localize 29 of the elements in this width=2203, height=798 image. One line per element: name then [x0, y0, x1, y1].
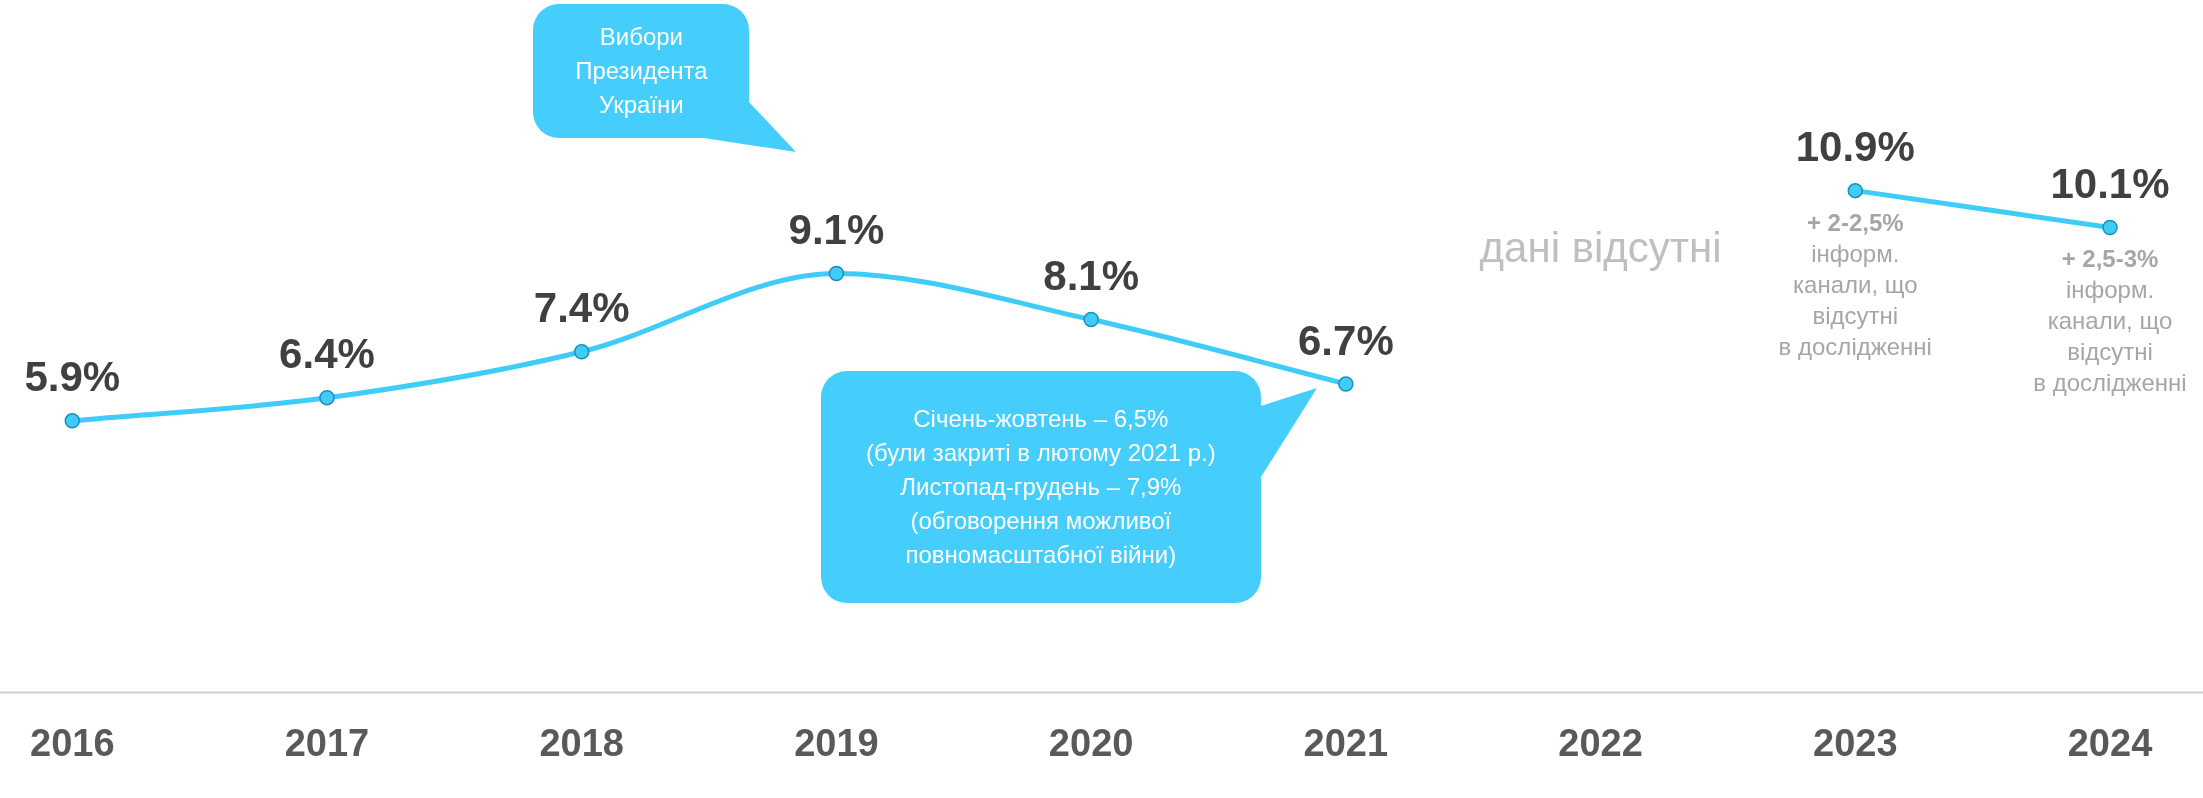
point: [828, 265, 845, 282]
data-label: 9.1%: [788, 206, 885, 254]
data-label: 10.1%: [2050, 160, 2170, 208]
point: [319, 390, 335, 406]
annotation: + 2-2,5% інформ. канали, що відсутні в дослідженні: [1778, 207, 1932, 362]
point: [573, 344, 590, 360]
data-label: 6.4%: [279, 330, 375, 378]
point: [2102, 219, 2118, 236]
point: [1083, 311, 1099, 328]
data-label: 8.1%: [1043, 252, 1139, 300]
annotation: + 2,5-3% інформ. канали, що відсутні в дослідженні: [2033, 244, 2187, 399]
x-tick-label: 2021: [1303, 721, 1389, 764]
point: [1338, 376, 1354, 392]
annotation: Січень-жовтень – 6,5% (були закриті в лютому 2021 р.) Листопад-грудень – 7,9% (обговорення можливої повномасштабної війни): [864, 403, 1217, 570]
x-tick-label: 2017: [284, 721, 370, 764]
annotation: дані відсутні: [1479, 224, 1722, 272]
data-label: 5.9%: [24, 353, 121, 401]
data-label: 6.7%: [1297, 316, 1394, 364]
x-tick-label: 2019: [794, 721, 879, 764]
data-label: 7.4%: [533, 284, 630, 332]
point: [1847, 182, 1864, 199]
data-label: 10.9%: [1795, 123, 1915, 171]
x-tick-label: 2018: [539, 721, 624, 764]
x-tick-label: 2024: [2067, 721, 2153, 764]
x-tick-label: 2023: [1813, 721, 1898, 764]
x-tick-label: 2022: [1558, 721, 1643, 764]
x-tick-label: 2020: [1048, 721, 1134, 764]
x-tick-label: 2016: [29, 721, 115, 764]
point: [64, 413, 81, 429]
